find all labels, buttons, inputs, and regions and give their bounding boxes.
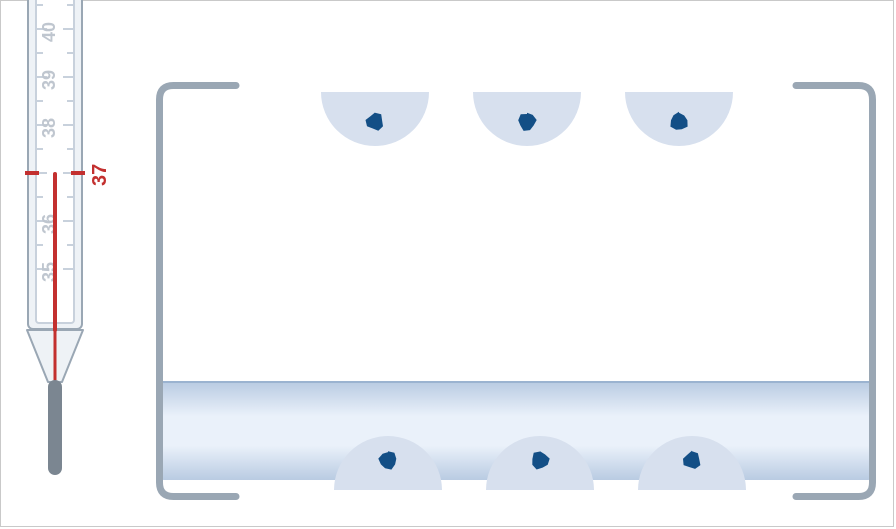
dish-chamber xyxy=(156,82,876,500)
thermometer-neck xyxy=(25,328,85,384)
tick-38-right xyxy=(63,124,73,126)
thermometer-bulb xyxy=(48,380,62,475)
minor-tick xyxy=(37,52,43,54)
thermometer-mercury xyxy=(53,172,57,332)
tick-label-40: 40 xyxy=(39,22,60,42)
minor-tick xyxy=(37,196,43,198)
tick-40-right xyxy=(63,28,73,30)
tick-label-38: 38 xyxy=(39,118,60,138)
minor-tick xyxy=(67,100,73,102)
minor-tick xyxy=(67,52,73,54)
minor-tick xyxy=(37,148,43,150)
tick-36-right xyxy=(63,220,73,222)
thermometer: 35363839404137 xyxy=(27,0,97,510)
highlight-label: 37 xyxy=(89,164,112,186)
dish-svg xyxy=(156,82,876,500)
highlight-mark-left xyxy=(25,171,39,175)
minor-tick xyxy=(67,196,73,198)
tick-39-right xyxy=(63,76,73,78)
minor-tick xyxy=(67,244,73,246)
minor-tick xyxy=(67,148,73,150)
minor-tick xyxy=(37,4,43,6)
tick-label-39: 39 xyxy=(39,70,60,90)
highlight-mark-right xyxy=(71,171,85,175)
minor-tick xyxy=(67,4,73,6)
minor-tick xyxy=(37,244,43,246)
minor-tick xyxy=(37,100,43,102)
tick-35-right xyxy=(63,268,73,270)
